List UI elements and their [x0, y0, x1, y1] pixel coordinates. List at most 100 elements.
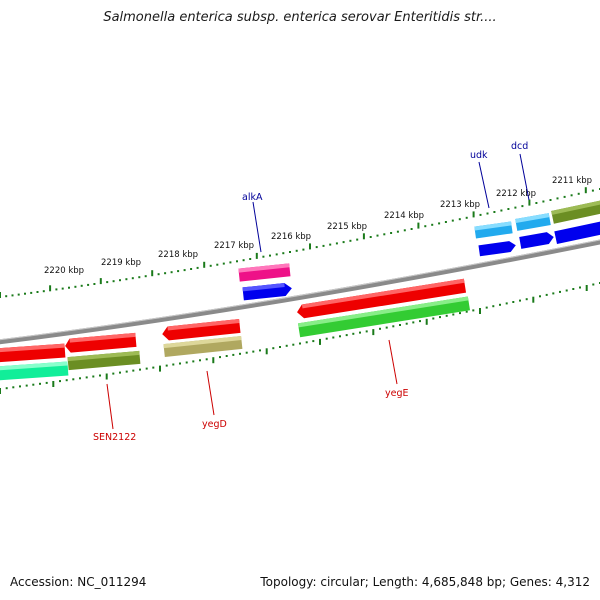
minor-tick: [132, 369, 135, 372]
gene-SEN2122-red[interactable]: [65, 332, 137, 353]
gene-yegD-red[interactable]: [161, 318, 241, 341]
minor-tick: [365, 330, 368, 333]
gene-dcd-lightblue[interactable]: [515, 213, 551, 231]
major-tick: [151, 270, 154, 277]
minor-tick: [139, 368, 141, 371]
minor-tick: [539, 295, 541, 298]
gene-olive-right[interactable]: [551, 198, 600, 224]
minor-tick: [525, 298, 528, 301]
minor-tick: [74, 285, 77, 288]
major-tick: [99, 278, 102, 285]
gene-blue-right[interactable]: [554, 219, 600, 245]
minor-tick: [492, 305, 495, 308]
minor-tick: [196, 266, 199, 269]
gene-yegE-green[interactable]: [297, 296, 471, 338]
major-tick: [212, 357, 215, 364]
minor-tick: [165, 364, 168, 367]
kbp-label: 2216 kbp: [271, 232, 311, 242]
minor-tick: [519, 299, 521, 302]
minor-tick: [236, 260, 238, 263]
leader-alkA: [252, 201, 262, 253]
minor-tick: [305, 341, 308, 344]
minor-tick: [30, 291, 33, 294]
minor-tick: [259, 349, 261, 352]
minor-tick: [11, 294, 14, 297]
gene-udk-blue[interactable]: [478, 240, 516, 257]
minor-tick: [359, 331, 361, 334]
kbp-label: 2219 kbp: [101, 258, 141, 268]
minor-tick: [245, 351, 248, 354]
minor-tick: [514, 206, 517, 209]
minor-tick: [24, 292, 26, 295]
leader-SEN2122: [106, 383, 114, 430]
minor-tick: [392, 325, 395, 328]
minor-tick: [32, 383, 35, 386]
minor-tick: [396, 230, 399, 233]
minor-tick: [485, 306, 488, 309]
major-tick: [319, 338, 321, 345]
minor-tick: [252, 350, 255, 353]
minor-tick: [438, 222, 441, 225]
gene-label-alkA[interactable]: alkA: [242, 192, 263, 203]
minor-tick: [145, 367, 148, 370]
major-tick: [532, 296, 535, 303]
minor-tick: [295, 249, 298, 252]
gene-label-dcd[interactable]: dcd: [511, 141, 528, 152]
minor-tick: [39, 382, 41, 385]
minor-tick: [199, 359, 201, 362]
gene-dcd-blue[interactable]: [519, 231, 555, 249]
minor-tick: [262, 255, 265, 258]
minor-tick: [25, 384, 28, 387]
minor-tick: [465, 216, 468, 219]
major-tick: [105, 373, 108, 380]
minor-tick: [572, 288, 575, 290]
major-tick: [528, 199, 531, 206]
minor-tick: [499, 303, 501, 306]
gene-label-yegD[interactable]: yegD: [202, 419, 227, 430]
minor-tick: [592, 283, 595, 286]
minor-tick: [535, 202, 538, 204]
gene-alkA-pink[interactable]: [238, 263, 291, 282]
minor-tick: [459, 312, 461, 315]
gene-label-SEN2122[interactable]: SEN2122: [93, 432, 136, 443]
minor-tick: [352, 332, 355, 335]
major-tick: [203, 261, 206, 268]
minor-tick: [390, 232, 393, 234]
minor-tick: [444, 221, 447, 223]
minor-tick: [106, 281, 109, 284]
minor-tick: [205, 358, 208, 361]
minor-tick: [112, 372, 115, 375]
minor-tick: [192, 360, 195, 363]
gene-yegE-red[interactable]: [296, 278, 467, 319]
gene-label-udk[interactable]: udk: [470, 150, 488, 161]
gene-SEN2122-olive[interactable]: [67, 350, 141, 371]
gene-teal-left[interactable]: [0, 361, 69, 381]
minor-tick: [507, 208, 510, 210]
minor-tick: [379, 327, 381, 330]
minor-tick: [172, 363, 175, 366]
gene-label-yegE[interactable]: yegE: [385, 388, 409, 399]
minor-tick: [412, 321, 415, 324]
minor-tick: [376, 234, 379, 237]
leader-udk: [478, 161, 490, 209]
gene-alkA-blue[interactable]: [242, 282, 292, 301]
gene-yegD-khaki[interactable]: [163, 335, 243, 358]
minor-tick: [219, 356, 221, 359]
minor-tick: [500, 209, 503, 212]
minor-tick: [190, 268, 193, 270]
minor-tick: [312, 340, 315, 343]
minor-tick: [222, 262, 225, 265]
minor-tick: [356, 238, 359, 241]
outer-tick-ring: [0, 187, 600, 298]
minor-tick: [232, 353, 235, 356]
minor-tick: [565, 289, 568, 292]
minor-tick: [322, 244, 325, 247]
minor-tick: [342, 241, 345, 244]
minor-tick: [61, 287, 64, 290]
minor-tick: [152, 366, 155, 369]
gene-udk-lightblue[interactable]: [474, 221, 513, 239]
minor-tick: [556, 197, 559, 200]
gene-red-left[interactable]: [0, 343, 66, 363]
leader-dcd: [519, 153, 530, 201]
